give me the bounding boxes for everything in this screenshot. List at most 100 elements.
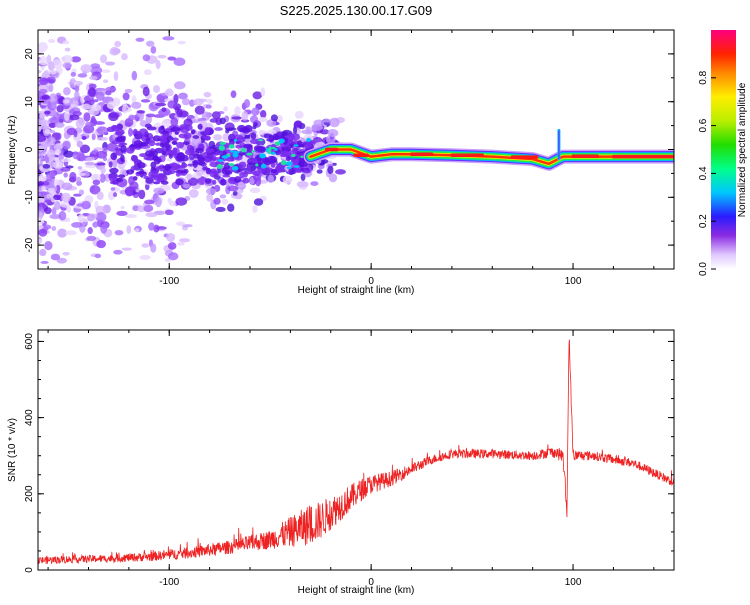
spectral-blob xyxy=(270,114,278,122)
spectral-blob xyxy=(111,140,120,145)
spectral-blob xyxy=(48,159,54,168)
spectral-blob xyxy=(139,141,149,147)
snr-ylabel: SNR (10 * v/v) xyxy=(7,418,18,482)
spectral-blob xyxy=(185,148,195,156)
spectral-blob xyxy=(271,146,276,150)
spectral-blob xyxy=(96,191,104,200)
spectral-blob xyxy=(71,100,79,108)
spectral-blob xyxy=(75,118,84,129)
spectral-blob xyxy=(215,206,226,212)
spectral-blob xyxy=(279,153,290,158)
spectral-blob xyxy=(286,166,292,170)
spectral-blob xyxy=(255,163,259,167)
spectral-blob xyxy=(280,160,287,166)
spectral-blob xyxy=(270,162,276,168)
spectrogram-xlabel: Height of straight line (km) xyxy=(298,285,415,296)
spectral-blob xyxy=(260,163,267,169)
spectral-blob xyxy=(46,76,56,84)
spectral-blob xyxy=(223,106,228,112)
spectral-blob xyxy=(62,251,70,256)
spectral-blob xyxy=(79,152,86,162)
spectral-blob xyxy=(150,161,157,169)
spectral-blob xyxy=(79,144,91,154)
spectral-blob xyxy=(225,170,233,175)
spectral-blob xyxy=(92,221,99,228)
spectral-blob xyxy=(174,131,179,135)
spectral-blob xyxy=(169,150,177,156)
spectral-blob xyxy=(38,206,44,211)
spectral-blob xyxy=(301,129,312,135)
spectral-blob xyxy=(154,102,167,107)
spectral-blob xyxy=(138,128,148,136)
spectral-blob xyxy=(54,200,61,211)
x-tick-label: 0 xyxy=(368,276,374,287)
spectral-blob xyxy=(144,199,155,205)
spectral-blob xyxy=(63,172,68,178)
spectral-blob xyxy=(120,145,127,153)
spectral-blob xyxy=(38,69,42,74)
spectral-blob xyxy=(44,240,53,251)
snr-ticks: -100 0 100 0 200 400 600 xyxy=(24,330,674,588)
spectral-blob xyxy=(316,169,323,174)
spectral-blob xyxy=(235,193,243,200)
spectral-blob xyxy=(125,188,134,197)
spectral-blob xyxy=(257,139,264,142)
spectral-blob xyxy=(158,126,166,134)
spectral-blob xyxy=(42,181,50,186)
spectral-blob xyxy=(75,176,82,183)
spectral-blob xyxy=(108,161,113,168)
spectral-blob xyxy=(42,163,51,169)
spectral-blob xyxy=(110,152,117,161)
spectral-blob xyxy=(252,170,261,176)
spectral-blob xyxy=(141,243,150,248)
spectral-blob xyxy=(114,40,122,48)
spectral-blob xyxy=(192,160,198,168)
spectral-blob xyxy=(194,105,205,115)
spectral-blob xyxy=(87,227,93,235)
spectral-blob xyxy=(61,182,73,191)
spectral-blob xyxy=(116,210,128,217)
spectral-blob xyxy=(106,101,116,110)
spectral-blob xyxy=(124,88,133,93)
spectral-blob xyxy=(242,177,250,184)
spectral-blob xyxy=(249,177,255,186)
spectral-blob xyxy=(46,149,56,159)
spectral-blob xyxy=(71,222,83,228)
spectral-blob xyxy=(247,164,252,172)
spectral-blob xyxy=(153,181,161,185)
spectral-blob xyxy=(157,54,167,59)
spectral-blob xyxy=(276,114,283,123)
spectral-blob xyxy=(41,94,50,100)
spectral-blob xyxy=(292,126,298,135)
spectral-blob xyxy=(65,165,74,169)
spectral-blob xyxy=(111,125,120,132)
spectral-blob xyxy=(89,75,98,81)
spectral-blob xyxy=(209,171,219,178)
spectral-blob xyxy=(293,144,299,147)
spectral-blob xyxy=(113,192,118,198)
spectral-blob xyxy=(232,191,238,196)
spectral-blob xyxy=(108,112,119,122)
spectral-blob xyxy=(252,205,258,213)
spectral-blob xyxy=(48,83,54,93)
spectral-blob xyxy=(78,189,85,196)
colorbar: 0.0 0.2 0.4 0.6 0.8 Normalized spectral ampl… xyxy=(698,30,748,276)
spectral-blob xyxy=(38,228,48,237)
figure-title: S225.2025.130.00.17.G09 xyxy=(280,3,433,18)
spectral-blob xyxy=(237,181,245,188)
spectral-blob xyxy=(44,207,52,215)
spectral-blob xyxy=(109,167,119,174)
spectral-blob xyxy=(266,138,275,142)
spectral-blob xyxy=(196,168,204,176)
spectral-blob xyxy=(286,133,296,141)
spectral-blob xyxy=(162,36,175,41)
y-tick-label: 20 xyxy=(24,48,35,60)
spectral-blob xyxy=(166,136,174,141)
spectral-blob xyxy=(60,158,72,163)
spectral-blob xyxy=(197,123,203,130)
spectral-blob xyxy=(40,260,49,264)
spectral-blob xyxy=(212,155,217,162)
spectral-blob xyxy=(120,154,125,163)
spectral-blob xyxy=(209,118,219,123)
